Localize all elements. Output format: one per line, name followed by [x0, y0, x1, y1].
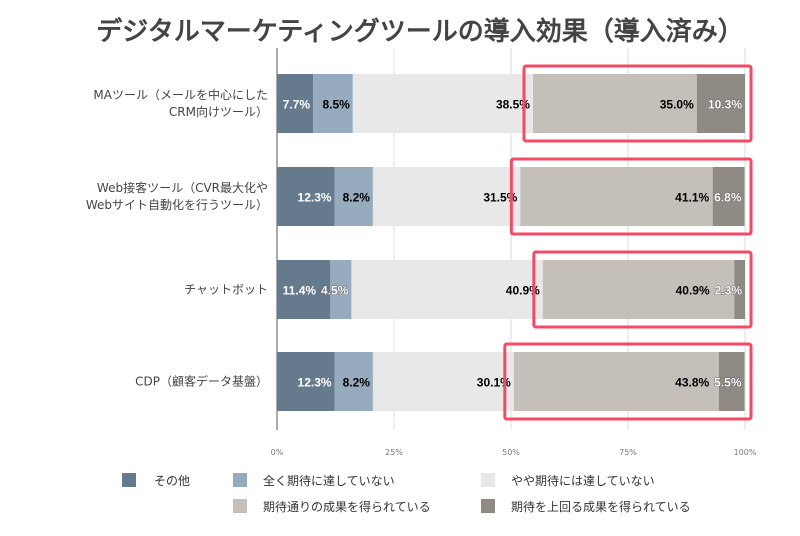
data-label: 8.5%	[322, 98, 350, 112]
legend-label: 全く期待に達していない	[263, 473, 395, 488]
legend-swatch	[481, 499, 495, 513]
bar-segment	[532, 74, 697, 133]
bar-segment	[718, 352, 745, 411]
data-label: 35.0%	[660, 98, 694, 112]
data-label: 11.4%	[283, 284, 317, 298]
x-tick-label: 75%	[619, 448, 637, 457]
data-label: 30.1%	[477, 376, 511, 390]
legend-label: やや期待には達していない	[511, 474, 655, 488]
data-label: 5.5%	[714, 376, 742, 390]
bar-segment	[352, 74, 533, 133]
legend-label: 期待を上回る成果を得られている	[511, 499, 691, 514]
legend-swatch	[233, 499, 247, 513]
data-label: 4.5%	[321, 284, 349, 298]
data-label: 41.1%	[675, 191, 709, 205]
bar-segment	[734, 260, 745, 319]
bar-segment	[334, 167, 373, 226]
data-label: 43.8%	[675, 376, 709, 390]
x-tick-label: 100%	[734, 448, 757, 457]
data-label: 31.5%	[483, 191, 517, 205]
legend-swatch	[122, 473, 136, 487]
category-label: Web接客ツール（CVR最大化や	[97, 180, 268, 195]
category-label: CRM向けツール）	[169, 104, 268, 119]
category-label: MAツール（メールを中心にした	[93, 87, 268, 102]
bar-segment	[334, 352, 373, 411]
data-label: 38.5%	[496, 98, 530, 112]
bar-segment	[277, 167, 335, 226]
bar-segment	[330, 260, 352, 319]
data-label: 8.2%	[343, 376, 371, 390]
legend-label: 期待通りの成果を得られている	[263, 499, 431, 514]
x-tick-label: 0%	[271, 448, 284, 457]
chart-title: デジタルマーケティングツールの導入効果（導入済み）	[96, 16, 743, 47]
bar-segment	[277, 74, 314, 133]
category-label: Webサイト自動化を行うツール）	[86, 198, 268, 212]
data-label: 8.2%	[343, 191, 371, 205]
bar-segment	[696, 74, 745, 133]
bar-segment	[313, 74, 353, 133]
bar-segment	[712, 167, 745, 226]
x-tick-label: 25%	[385, 448, 403, 457]
data-label: 10.3%	[708, 98, 742, 112]
highlight-box	[532, 250, 753, 329]
data-label: 12.3%	[298, 191, 332, 205]
data-label: 40.9%	[506, 284, 540, 298]
bar-segment	[513, 352, 719, 411]
bar-segment	[277, 260, 331, 319]
highlight-box	[509, 157, 753, 236]
data-label: 7.7%	[283, 98, 311, 112]
data-label: 6.8%	[714, 191, 742, 205]
data-label: 2.3%	[715, 284, 743, 298]
bar-segment	[372, 167, 521, 226]
highlight-box	[522, 64, 753, 143]
bar-segment	[520, 167, 713, 226]
data-label: 12.3%	[298, 376, 332, 390]
bar-segment	[277, 352, 335, 411]
x-tick-label: 50%	[502, 448, 520, 457]
legend-swatch	[481, 473, 495, 487]
category-label: チャットボット	[184, 283, 268, 297]
legend-swatch	[233, 473, 247, 487]
bar-segment	[372, 352, 514, 411]
category-label: CDP（顧客データ基盤）	[135, 374, 268, 389]
legend-label: その他	[154, 474, 190, 488]
data-label: 40.9%	[676, 284, 710, 298]
highlight-box	[503, 342, 753, 421]
bar-segment	[542, 260, 735, 319]
bar-segment	[351, 260, 543, 319]
